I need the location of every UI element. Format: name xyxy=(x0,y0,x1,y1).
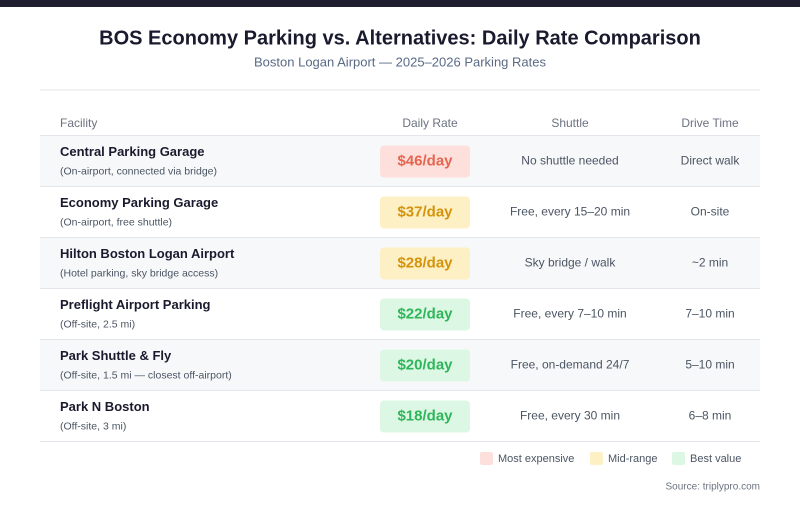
facility-name: Central Parking Garage xyxy=(60,144,205,159)
rate: $20/day xyxy=(397,356,453,373)
drive-time: 6–8 min xyxy=(689,409,732,423)
facility-note: (Off-site, 3 mi) xyxy=(60,420,126,432)
legend-swatch xyxy=(480,452,493,465)
rate: $28/day xyxy=(397,254,453,271)
facility-note: (On-airport, connected via bridge) xyxy=(60,165,217,177)
drive-time: 5–10 min xyxy=(685,358,734,372)
column-header: Shuttle xyxy=(551,116,589,130)
drive-time: Direct walk xyxy=(681,154,741,168)
rate-badge xyxy=(380,247,470,280)
drive-time: ~2 min xyxy=(692,256,728,270)
legend-swatch xyxy=(590,452,603,465)
rate: $22/day xyxy=(397,305,453,322)
title: BOS Economy Parking vs. Alternatives: Da… xyxy=(99,27,701,49)
facility-name: Economy Parking Garage xyxy=(60,195,218,210)
rate: $46/day xyxy=(397,152,453,169)
legend-swatch xyxy=(672,452,685,465)
drive-time: 7–10 min xyxy=(685,307,734,321)
shuttle: Free, every 7–10 min xyxy=(513,307,626,321)
legend-label: Best value xyxy=(690,453,741,465)
column-header: Drive Time xyxy=(681,116,739,130)
rate-badge xyxy=(380,196,470,229)
source: Source: triplypro.com xyxy=(666,482,760,493)
rate-badge xyxy=(380,298,470,331)
facility-name: Park Shuttle & Fly xyxy=(60,348,172,363)
shuttle: No shuttle needed xyxy=(521,154,618,168)
legend-label: Mid-range xyxy=(608,453,658,465)
rate: $18/day xyxy=(397,407,453,424)
top-bar xyxy=(0,0,800,7)
rate: $37/day xyxy=(397,203,453,220)
facility-name: Hilton Boston Logan Airport xyxy=(60,246,235,261)
facility-name: Preflight Airport Parking xyxy=(60,297,211,312)
facility-note: (Off-site, 1.5 mi — closest off-airport) xyxy=(60,369,232,381)
facility-note: (Off-site, 2.5 mi) xyxy=(60,318,135,330)
column-header: Facility xyxy=(60,116,97,130)
drive-time: On-site xyxy=(691,205,730,219)
facility-name: Park N Boston xyxy=(60,399,150,414)
shuttle: Sky bridge / walk xyxy=(525,256,617,270)
shuttle: Free, every 30 min xyxy=(520,409,620,423)
legend-label: Most expensive xyxy=(498,453,574,465)
column-header: Daily Rate xyxy=(402,116,458,130)
facility-note: (On-airport, free shuttle) xyxy=(60,216,172,228)
rate-badge xyxy=(380,400,470,433)
rate-badge xyxy=(380,145,470,178)
facility-note: (Hotel parking, sky bridge access) xyxy=(60,267,218,279)
rate-badge xyxy=(380,349,470,382)
shuttle: Free, on-demand 24/7 xyxy=(511,358,630,372)
shuttle: Free, every 15–20 min xyxy=(510,205,630,219)
subtitle: Boston Logan Airport — 2025–2026 Parking… xyxy=(254,54,546,69)
